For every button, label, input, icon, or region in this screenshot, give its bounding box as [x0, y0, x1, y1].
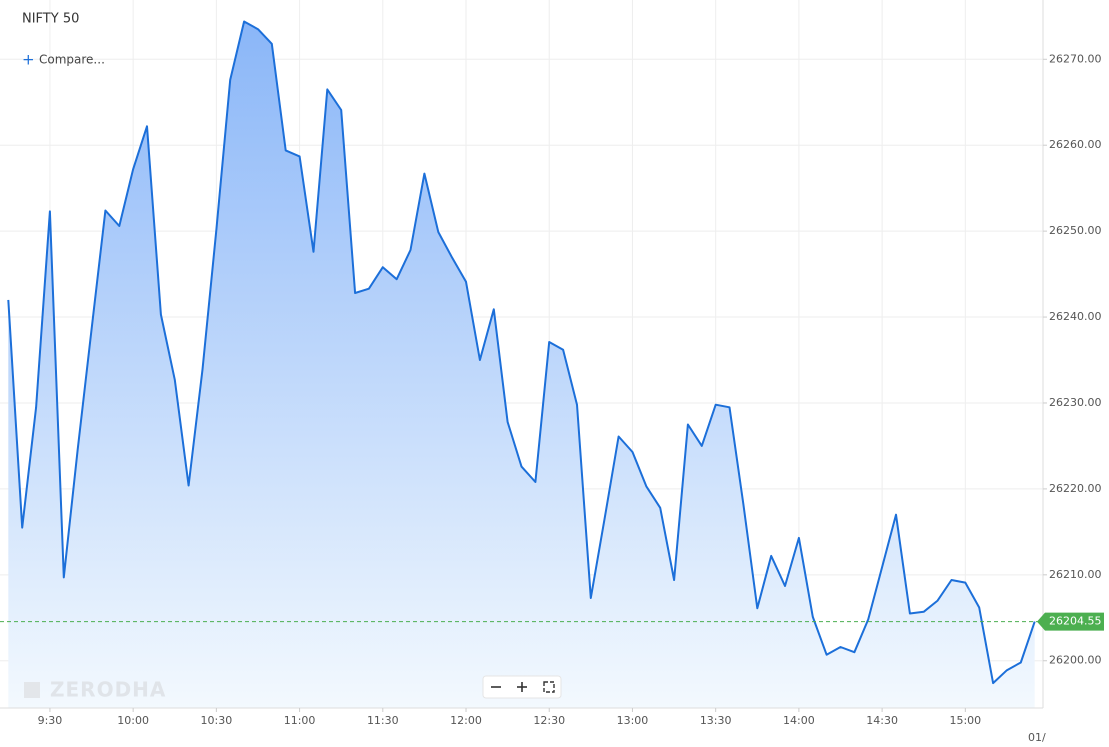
x-tick-label: 13:00	[617, 714, 649, 727]
watermark-logo	[24, 682, 40, 698]
x-tick-label: 10:30	[201, 714, 233, 727]
x-tick-label: 15:00	[949, 714, 981, 727]
compare-button[interactable]: Compare...	[39, 53, 105, 67]
zoom-controls	[482, 675, 562, 699]
chart-title: NIFTY 50	[22, 12, 79, 27]
x-tick-label: 9:30	[38, 714, 63, 727]
y-tick-label: 26270.00	[1049, 52, 1102, 65]
y-tick-label: 26220.00	[1049, 482, 1102, 495]
y-tick-label: 26210.00	[1049, 568, 1102, 581]
x-tick-label: 11:00	[284, 714, 316, 727]
x-tick-label: 10:00	[117, 714, 149, 727]
last-price-tag	[1037, 612, 1104, 631]
x-tick-label: 14:00	[783, 714, 815, 727]
price-line	[7, 20, 1036, 685]
date-stub: 01/	[1028, 731, 1046, 744]
area	[8, 21, 1035, 708]
y-tick-label: 26260.00	[1049, 138, 1102, 151]
x-tick-label: 11:30	[367, 714, 399, 727]
y-tick-label: 26200.00	[1049, 654, 1102, 667]
compare-icon[interactable]: +	[22, 51, 35, 69]
watermark: ZERODHA	[50, 678, 166, 702]
y-tick-label: 26250.00	[1049, 224, 1102, 237]
y-tick-label: 26240.00	[1049, 310, 1102, 323]
x-tick-label: 12:30	[533, 714, 565, 727]
last-price-label: 26204.55	[1049, 615, 1102, 628]
fullscreen[interactable]	[543, 681, 555, 693]
x-tick-label: 14:30	[866, 714, 898, 727]
y-tick-label: 26230.00	[1049, 396, 1102, 409]
x-tick-label: 13:30	[700, 714, 732, 727]
x-tick-label: 12:00	[450, 714, 482, 727]
